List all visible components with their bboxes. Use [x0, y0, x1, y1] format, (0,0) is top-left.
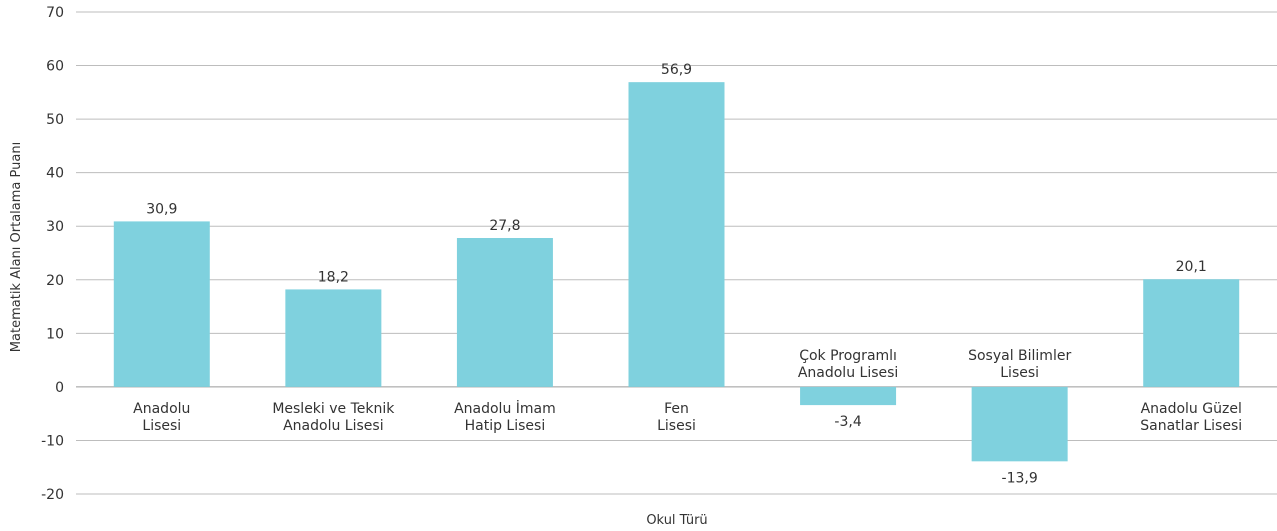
data-label: 56,9: [661, 62, 692, 78]
category-label: Hatip Lisesi: [465, 418, 546, 434]
x-axis-title: Okul Türü: [646, 513, 707, 528]
data-label: -3,4: [834, 414, 861, 430]
category-label: Anadolu Lisesi: [798, 365, 898, 381]
y-axis-title: Matematik Alanı Ortalama Puanı: [9, 142, 24, 352]
category-label: Lisesi: [1000, 365, 1039, 381]
bar: [971, 386, 1068, 462]
y-tick-label: 70: [46, 5, 64, 21]
data-label: 18,2: [318, 269, 349, 285]
y-tick-label: 60: [46, 59, 64, 75]
y-tick-label: 50: [46, 112, 64, 128]
y-tick-label: 10: [46, 326, 64, 342]
y-tick-label: -20: [41, 487, 64, 503]
bar: [113, 221, 210, 387]
category-label: Fen: [664, 401, 689, 417]
bars: [113, 82, 1240, 462]
category-label: Anadolu: [133, 401, 190, 417]
y-tick-label: -10: [41, 433, 64, 449]
data-labels: 30,9 18,2 27,8 56,9 -3,4 -13,9 20,1: [146, 62, 1207, 486]
data-label: -13,9: [1002, 470, 1038, 486]
category-label: Sanatlar Lisesi: [1140, 418, 1242, 434]
y-tick-label: 20: [46, 273, 64, 289]
category-label: Çok Programlı: [799, 348, 897, 364]
data-label: 20,1: [1176, 259, 1207, 275]
y-axis-ticks: 70 60 50 40 30 20 10 0 -10 -20: [41, 5, 64, 503]
bar: [1143, 279, 1240, 387]
data-label: 30,9: [146, 201, 177, 217]
bar: [800, 386, 897, 406]
y-tick-label: 30: [46, 219, 64, 235]
data-label: 27,8: [489, 218, 520, 234]
bar: [628, 82, 725, 387]
y-tick-label: 40: [46, 166, 64, 182]
category-label: Anadolu İmam: [454, 399, 556, 417]
bar: [456, 238, 553, 387]
category-label: Anadolu Güzel: [1141, 401, 1242, 417]
category-label: Anadolu Lisesi: [283, 418, 383, 434]
y-tick-label: 0: [55, 380, 64, 396]
category-label: Sosyal Bilimler: [968, 348, 1071, 364]
category-label: Mesleki ve Teknik: [272, 401, 395, 417]
category-label: Lisesi: [657, 418, 696, 434]
category-label: Lisesi: [142, 418, 181, 434]
bar: [285, 289, 382, 387]
